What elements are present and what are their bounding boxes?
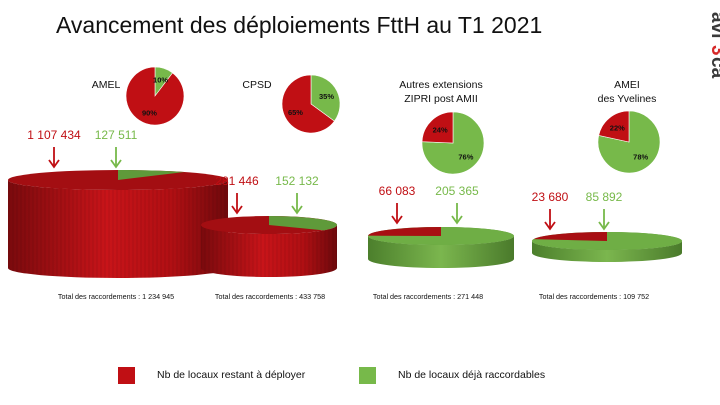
svg-text:avi: avi xyxy=(707,12,720,38)
cylinder-texture xyxy=(8,180,228,278)
cylinder-top-raccordables xyxy=(269,216,338,231)
value-label-restant: 281 446 xyxy=(215,174,259,188)
pie-chart: 35% 65% xyxy=(281,74,341,134)
value-label-restant: 23 680 xyxy=(532,190,569,204)
svg-text:ca: ca xyxy=(707,57,720,79)
pie-title: AMEI xyxy=(614,79,640,91)
avi3ca-logo: avi 3 ca xyxy=(707,12,720,79)
pie-slice-raccordables xyxy=(421,111,485,175)
cylinder-top-restant-wedge xyxy=(533,232,607,241)
pie-title: CPSD xyxy=(242,79,272,91)
pie-title: AMEL xyxy=(92,79,121,91)
cylinder-2 xyxy=(201,216,338,277)
value-label-raccordables: 85 892 xyxy=(586,190,623,204)
cylinder-1 xyxy=(8,170,228,278)
cylinder-texture xyxy=(201,225,337,277)
legend-item-raccordables: Nb de locaux déjà raccordables xyxy=(359,366,545,384)
value-label-raccordables: 127 511 xyxy=(95,128,138,142)
pie-percent-raccordables: 78% xyxy=(633,152,648,161)
cylinder-3 xyxy=(367,227,514,268)
pie-percent-restant: 24% xyxy=(433,126,448,135)
legend-item-restant: Nb de locaux restant à déployer xyxy=(118,366,305,384)
arrow-restant xyxy=(391,203,403,225)
chart-group-1: 10% 90% AMEL 1 107 434 127 511 Total des racc… xyxy=(8,66,228,301)
arrow-restant xyxy=(231,193,243,215)
pie-title: des Yvelines xyxy=(598,93,657,105)
arrow-restant xyxy=(544,209,556,231)
legend-label-raccordables: Nb de locaux déjà raccordables xyxy=(398,369,546,381)
pie-chart: 78% 22% xyxy=(597,110,661,174)
pie-slice-restant xyxy=(281,74,335,134)
page-title: Avancement des déploiements FttH au T1 2… xyxy=(56,12,543,38)
total-label: Total des raccordements : 433 758 xyxy=(215,292,325,301)
value-label-raccordables: 205 365 xyxy=(435,184,479,198)
pie-slice-restant xyxy=(421,111,454,144)
pie-slice-restant xyxy=(598,110,630,143)
pie-percent-restant: 22% xyxy=(610,124,625,133)
cylinder-top-raccordables xyxy=(118,170,185,180)
arrow-raccordables xyxy=(451,203,463,225)
pie-percent-raccordables: 10% xyxy=(153,76,168,85)
pie-percent-restant: 90% xyxy=(142,108,157,117)
value-label-restant: 1 107 434 xyxy=(27,128,81,142)
cylinder-4 xyxy=(532,232,682,262)
arrow-raccordables xyxy=(598,209,610,231)
pie-title: Autres extensions xyxy=(399,79,482,91)
chart-group-3: 76% 24% Autres extensions ZIPRI post AMII 66… xyxy=(367,79,514,301)
chart-group-2: 35% 65% CPSD 281 446 152 132 Total des raccor… xyxy=(201,74,341,301)
legend-label-restant: Nb de locaux restant à déployer xyxy=(157,369,306,381)
arrow-raccordables xyxy=(110,147,122,169)
svg-text:3: 3 xyxy=(707,45,720,56)
legend-swatch-red xyxy=(118,366,135,384)
cylinder-side xyxy=(368,236,514,268)
value-label-restant: 66 083 xyxy=(379,184,416,198)
pie-slice-restant xyxy=(125,66,185,126)
value-label-raccordables: 152 132 xyxy=(275,174,319,188)
pie-percent-raccordables: 35% xyxy=(319,92,334,101)
pie-title: ZIPRI post AMII xyxy=(404,93,478,105)
cylinder-top-restant-wedge xyxy=(368,227,441,236)
cylinder-side xyxy=(532,241,682,262)
total-label: Total des raccordements : 109 752 xyxy=(539,292,649,301)
pie-percent-raccordables: 76% xyxy=(458,152,473,161)
pie-slice-raccordables xyxy=(310,74,341,122)
arrow-restant xyxy=(48,147,60,169)
total-label: Total des raccordements : 1 234 945 xyxy=(58,292,174,301)
total-label: Total des raccordements : 271 448 xyxy=(373,292,483,301)
pie-chart: 76% 24% xyxy=(421,111,485,175)
pie-chart: 10% 90% xyxy=(125,66,185,126)
legend-swatch-green xyxy=(359,366,376,384)
pie-percent-restant: 65% xyxy=(288,108,303,117)
chart-group-4: 78% 22% AMEI des Yvelines 23 680 85 892 Total … xyxy=(532,79,682,301)
arrow-raccordables xyxy=(291,193,303,215)
